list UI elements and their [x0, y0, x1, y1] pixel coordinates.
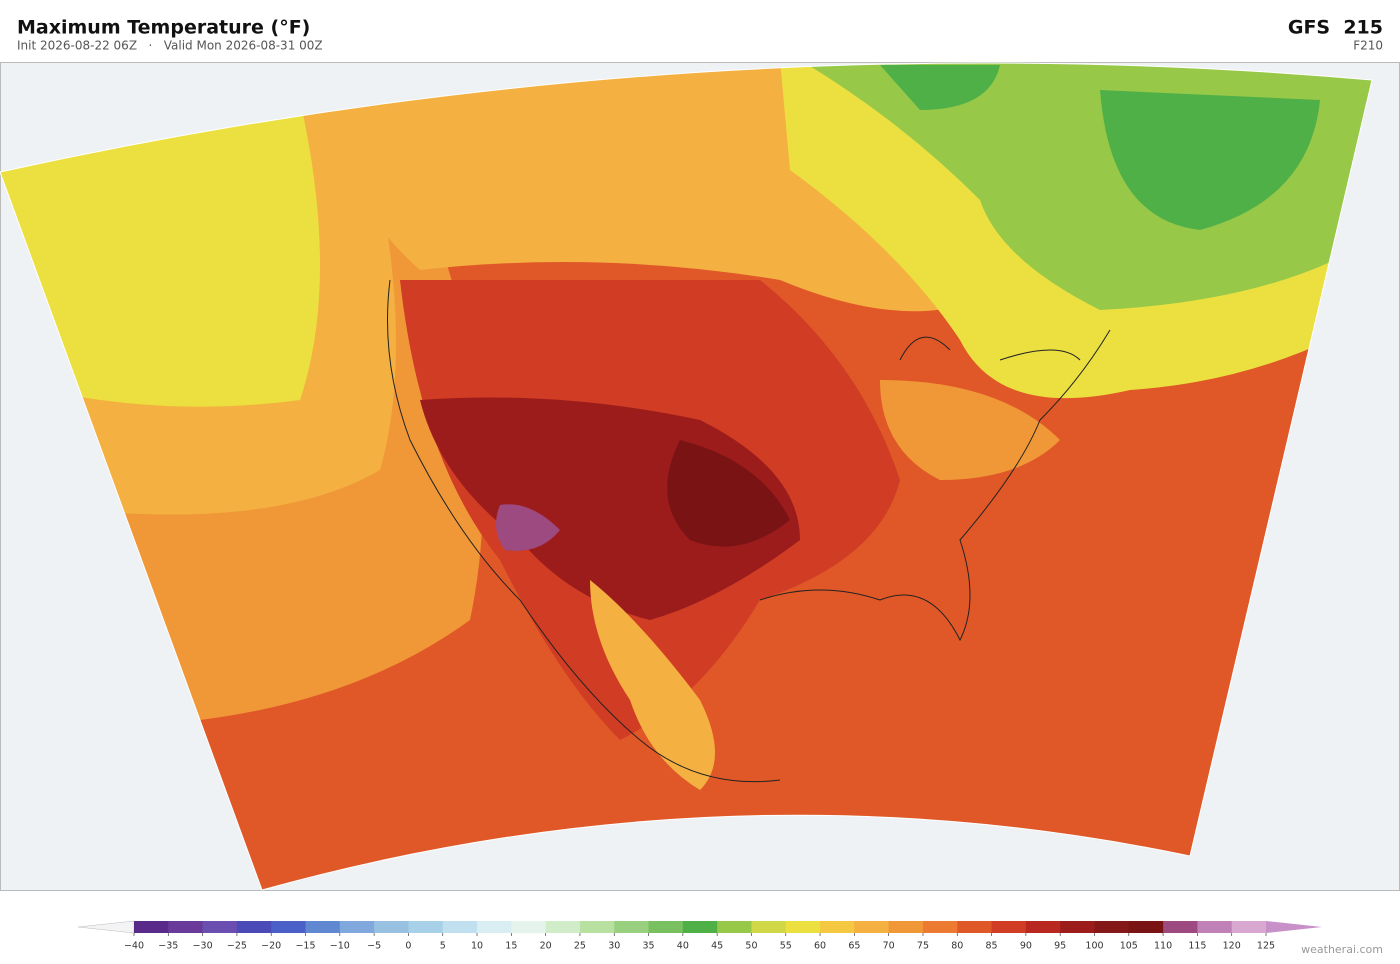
colorbar-bin — [751, 921, 787, 933]
colorbar-over — [1266, 921, 1322, 933]
colorbar-bin — [1060, 921, 1095, 933]
colorbar-label: 30 — [608, 941, 620, 952]
colorbar-label: −30 — [193, 941, 213, 952]
colorbar-label: 100 — [1085, 941, 1103, 952]
colorbar-label: 90 — [1020, 941, 1032, 952]
colorbar-bin — [854, 921, 890, 933]
colorbar-label: 40 — [677, 941, 689, 952]
colorbar-bin — [888, 921, 924, 933]
colorbar-bin — [545, 921, 581, 933]
colorbar-label: 105 — [1120, 941, 1138, 952]
colorbar-bin — [579, 921, 615, 933]
colorbar-bin — [922, 921, 958, 933]
colorbar-label: 5 — [440, 941, 446, 952]
colorbar-bin — [442, 921, 478, 933]
colorbar-under — [77, 920, 135, 934]
colorbar-bin — [168, 921, 204, 933]
colorbar-label: 80 — [951, 941, 963, 952]
colorbar-bin — [717, 921, 752, 933]
colorbar-bin — [408, 921, 444, 933]
colorbar-bin — [957, 921, 993, 933]
colorbar-bin — [820, 921, 855, 933]
temperature-field — [0, 63, 1372, 891]
colorbar-bin — [1094, 921, 1130, 933]
colorbar-label: −35 — [158, 941, 178, 952]
colorbar-label: 115 — [1188, 941, 1206, 952]
colorbar-label: −40 — [124, 941, 144, 952]
colorbar-bin — [648, 921, 684, 933]
colorbar-bin — [1025, 921, 1061, 933]
colorbar-label: 20 — [540, 941, 552, 952]
colorbar-label: 75 — [917, 941, 929, 952]
title: Maximum Temperature (°F) — [17, 17, 310, 39]
colorbar-label: 0 — [405, 941, 411, 952]
colorbar-label: 25 — [574, 941, 586, 952]
colorbar-label: 10 — [471, 941, 483, 952]
colorbar-label: 60 — [814, 941, 826, 952]
colorbar-bin — [339, 921, 375, 933]
colorbar-bin — [202, 921, 238, 933]
colorbar-bin — [477, 921, 512, 933]
colorbar-bin — [614, 921, 650, 933]
colorbar-label: −25 — [227, 941, 247, 952]
colorbar-bin — [271, 921, 307, 933]
colorbar-bin — [134, 921, 169, 933]
colorbar-label: 65 — [848, 941, 860, 952]
colorbar-label: −20 — [261, 941, 281, 952]
colorbar-bin — [1197, 921, 1233, 933]
colorbar-bin — [785, 921, 821, 933]
colorbar-bin — [1163, 921, 1198, 933]
colorbar-label: −10 — [330, 941, 350, 952]
colorbar-label: 15 — [505, 941, 517, 952]
colorbar-label: 95 — [1054, 941, 1066, 952]
subtitle: Init 2026-08-22 06Z · Valid Mon 2026-08-… — [17, 39, 323, 53]
colorbar-bin — [991, 921, 1027, 933]
colorbar-label: 50 — [745, 941, 757, 952]
domain-edge — [0, 62, 1373, 891]
colorbar-label: 120 — [1223, 941, 1241, 952]
colorbar-bin — [1128, 921, 1164, 933]
colorbar: −40 −35 −30 −25 −20 −15 −10 −5 0 5 10 15 20 25 30 35 40 4… — [77, 920, 1322, 952]
colorbar-label: −15 — [295, 941, 315, 952]
colorbar-label: 35 — [642, 941, 654, 952]
colorbar-label: 85 — [986, 941, 998, 952]
colorbar-bin — [236, 921, 272, 933]
colorbar-bin — [682, 921, 718, 933]
model: GFS 215 — [1288, 17, 1383, 39]
colorbar-label: 125 — [1257, 941, 1275, 952]
colorbar-bin — [511, 921, 547, 933]
colorbar-bin — [1231, 921, 1267, 933]
colorbar-label: 70 — [883, 941, 895, 952]
colorbar-label: 55 — [780, 941, 792, 952]
colorbar-bin — [305, 921, 341, 933]
colorbar-label: −5 — [367, 941, 381, 952]
colorbar-bin — [374, 921, 409, 933]
colorbar-label: 45 — [711, 941, 723, 952]
coastlines — [387, 279, 1111, 783]
colorbar-label: 110 — [1154, 941, 1172, 952]
forecast-hour: F210 — [1353, 39, 1383, 53]
watermark: weatherai.com — [1301, 943, 1383, 956]
